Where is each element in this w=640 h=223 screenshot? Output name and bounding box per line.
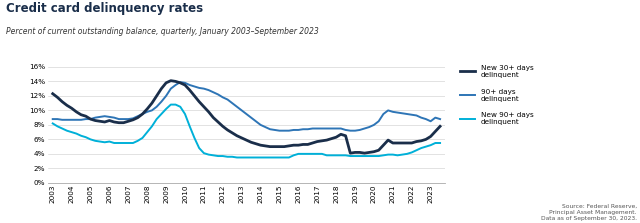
Text: Credit card delinquency rates: Credit card delinquency rates xyxy=(6,2,204,15)
Text: Percent of current outstanding balance, quarterly, January 2003–September 2023: Percent of current outstanding balance, … xyxy=(6,27,319,36)
Text: Source: Federal Reserve,
Principal Asset Management.
Data as of September 30, 20: Source: Federal Reserve, Principal Asset… xyxy=(541,204,637,221)
Legend: New 30+ days
delinquent, 90+ days
delinquent, New 90+ days
delinquent: New 30+ days delinquent, 90+ days delinq… xyxy=(460,65,533,125)
